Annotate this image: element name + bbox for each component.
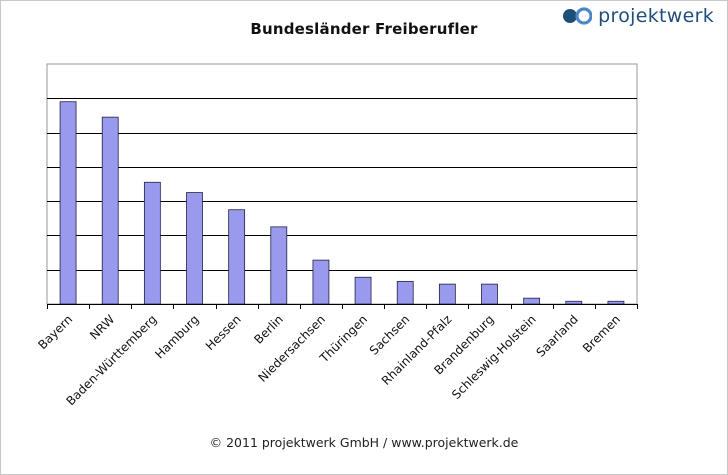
x-tick-label: Hessen [203,312,244,353]
bar [523,297,541,305]
bar [186,192,203,305]
logo-circles-icon [562,7,593,25]
bar [143,181,161,305]
bar [228,209,246,305]
x-tick-label: Bremen [580,312,623,355]
bar [354,276,372,305]
bar [607,300,625,305]
x-tick-label: Hamburg [152,312,201,361]
x-tick-label: Saarland [533,312,580,359]
plot-border [46,63,638,305]
bar [396,280,414,305]
bar [438,283,456,305]
logo-wordmark: projektwerk [598,5,714,27]
bar [59,101,77,305]
bars [59,101,625,305]
x-tick-label: Schleswig-Holstein [449,312,539,402]
x-tick-label: NRW [87,312,117,342]
bar [565,300,583,305]
bar [481,283,498,305]
bar [312,259,330,305]
x-axis [47,304,638,309]
plot-area [46,63,638,305]
x-tick-label: Bayern [35,312,75,352]
x-tick-label: Berlin [251,312,286,347]
bar [101,116,119,305]
copyright-footer: © 2011 projektwerk GmbH / www.projektwer… [209,435,519,450]
brand-logo: projektwerk [562,5,714,27]
bar [270,226,288,305]
chart-title: Bundesländer Freiberufler [250,20,478,38]
